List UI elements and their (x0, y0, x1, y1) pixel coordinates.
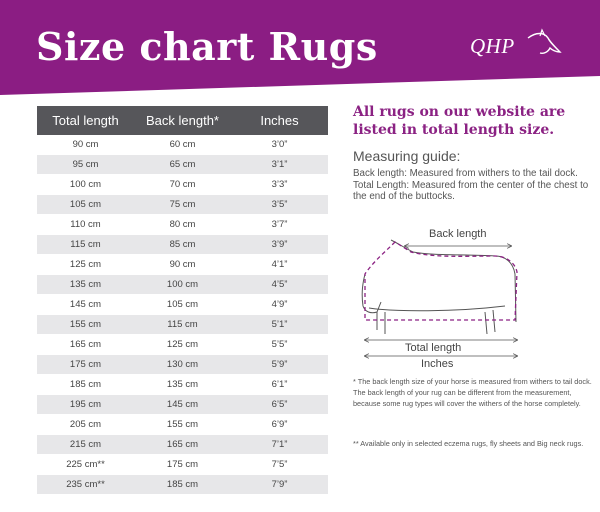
table-row: 90 cm 60 cm 3’0” (37, 135, 328, 155)
back-length-cell: 185 cm (134, 474, 231, 495)
inches-cell: 3’9” (231, 234, 328, 255)
inches-cell: 5’9” (231, 354, 328, 375)
table-row: 175 cm 130 cm 5’9” (37, 354, 328, 375)
back-length-cell: 80 cm (134, 214, 231, 235)
table-row: 110 cm 80 cm 3’7” (37, 214, 328, 235)
diagram-total-length-label: Total length (405, 342, 462, 354)
size-table: Total length Back length* Inches 90 cm 60… (37, 106, 328, 495)
inches-cell: 5’5” (231, 334, 328, 355)
page-title: Size chart Rugs (36, 24, 378, 69)
inches-cell: 4’1” (231, 254, 328, 275)
column-header-back-length: Back length* (134, 106, 231, 135)
total-length-cell: 115 cm (37, 234, 134, 255)
inches-cell: 6’1” (231, 374, 328, 395)
table-row: 185 cm 135 cm 6’1” (37, 374, 328, 395)
table-row: 100 cm 70 cm 3’3” (37, 174, 328, 195)
qhp-logo: QHP (470, 28, 580, 68)
measuring-guide-text: Back length: Measured from withers to th… (353, 168, 593, 203)
table-row: 95 cm 65 cm 3’1” (37, 154, 328, 175)
table-row: 205 cm 155 cm 6’9” (37, 414, 328, 435)
total-length-cell: 165 cm (37, 334, 134, 355)
table-row: 115 cm 85 cm 3’9” (37, 234, 328, 255)
back-length-cell: 70 cm (134, 174, 231, 195)
inches-cell: 6’5” (231, 394, 328, 415)
inches-cell: 7’1” (231, 434, 328, 455)
total-length-cell: 125 cm (37, 254, 134, 275)
diagram-back-length-label: Back length (429, 228, 487, 240)
table-row: 195 cm 145 cm 6’5” (37, 394, 328, 415)
total-length-cell: 185 cm (37, 374, 134, 395)
table-row: 145 cm 105 cm 4’9” (37, 294, 328, 315)
back-length-cell: 135 cm (134, 374, 231, 395)
total-length-cell: 215 cm (37, 434, 134, 455)
guide-back-length: Back length: Measured from withers to th… (353, 168, 578, 179)
measuring-guide-title: Measuring guide: (353, 148, 461, 164)
total-length-cell: 145 cm (37, 294, 134, 315)
total-length-cell: 225 cm** (37, 454, 134, 475)
column-header-total-length: Total length (37, 106, 134, 135)
horse-silhouette-icon (361, 239, 531, 372)
total-length-cell: 175 cm (37, 354, 134, 375)
back-length-cell: 125 cm (134, 334, 231, 355)
back-length-cell: 155 cm (134, 414, 231, 435)
table-row: 135 cm 100 cm 4’5” (37, 274, 328, 295)
info-heading: All rugs on our website are listed in to… (353, 104, 566, 138)
back-length-cell: 90 cm (134, 254, 231, 275)
inches-cell: 3’5” (231, 194, 328, 215)
inches-cell: 4’9” (231, 294, 328, 315)
banner-shape (0, 0, 600, 95)
horse-measurement-diagram: Back length Total length Inches (355, 222, 531, 372)
total-length-cell: 110 cm (37, 214, 134, 235)
back-length-cell: 65 cm (134, 154, 231, 175)
column-header-inches: Inches (231, 106, 328, 135)
total-length-cell: 155 cm (37, 314, 134, 335)
back-length-cell: 75 cm (134, 194, 231, 215)
footnote-back-length: * The back length size of your horse is … (353, 377, 592, 408)
total-length-cell: 135 cm (37, 274, 134, 295)
back-length-cell: 145 cm (134, 394, 231, 415)
inches-cell: 7’5” (231, 454, 328, 475)
back-length-cell: 115 cm (134, 314, 231, 335)
back-length-cell: 60 cm (134, 135, 231, 155)
total-length-cell: 235 cm** (37, 474, 134, 495)
table-header-row: Total length Back length* Inches (37, 106, 328, 135)
table-row: 225 cm** 175 cm 7’5” (37, 454, 328, 475)
total-length-cell: 90 cm (37, 135, 134, 155)
footnote-availability: ** Available only in selected eczema rug… (353, 439, 584, 448)
total-length-cell: 205 cm (37, 414, 134, 435)
inches-cell: 4’5” (231, 274, 328, 295)
table-row: 105 cm 75 cm 3’5” (37, 194, 328, 215)
total-length-cell: 195 cm (37, 394, 134, 415)
inches-cell: 3’7” (231, 214, 328, 235)
guide-total-length: Total Length: Measured from the center o… (353, 179, 589, 203)
back-length-cell: 85 cm (134, 234, 231, 255)
table-row: 125 cm 90 cm 4’1” (37, 254, 328, 275)
inches-cell: 5’1” (231, 314, 328, 335)
inches-cell: 3’3” (231, 174, 328, 195)
logo-text: QHP (470, 34, 515, 58)
horse-head-icon (527, 28, 562, 54)
table-row: 235 cm** 185 cm 7’9” (37, 474, 328, 495)
table-row: 165 cm 125 cm 5’5” (37, 334, 328, 355)
header-banner: Size chart Rugs QHP (0, 0, 600, 95)
back-length-cell: 165 cm (134, 434, 231, 455)
table-row: 155 cm 115 cm 5’1” (37, 314, 328, 335)
size-table-body: 90 cm 60 cm 3’0” 95 cm 65 cm 3’1” 100 cm 70 cm 3… (37, 135, 328, 495)
inches-cell: 7’9” (231, 474, 328, 495)
total-length-cell: 95 cm (37, 154, 134, 175)
diagram-inches-label: Inches (421, 358, 454, 370)
inches-cell: 6’9” (231, 414, 328, 435)
inches-cell: 3’1” (231, 154, 328, 175)
back-length-cell: 100 cm (134, 274, 231, 295)
table-row: 215 cm 165 cm 7’1” (37, 434, 328, 455)
total-length-cell: 105 cm (37, 194, 134, 215)
back-length-cell: 105 cm (134, 294, 231, 315)
back-length-cell: 175 cm (134, 454, 231, 475)
back-length-cell: 130 cm (134, 354, 231, 375)
total-length-cell: 100 cm (37, 174, 134, 195)
inches-cell: 3’0” (231, 135, 328, 155)
